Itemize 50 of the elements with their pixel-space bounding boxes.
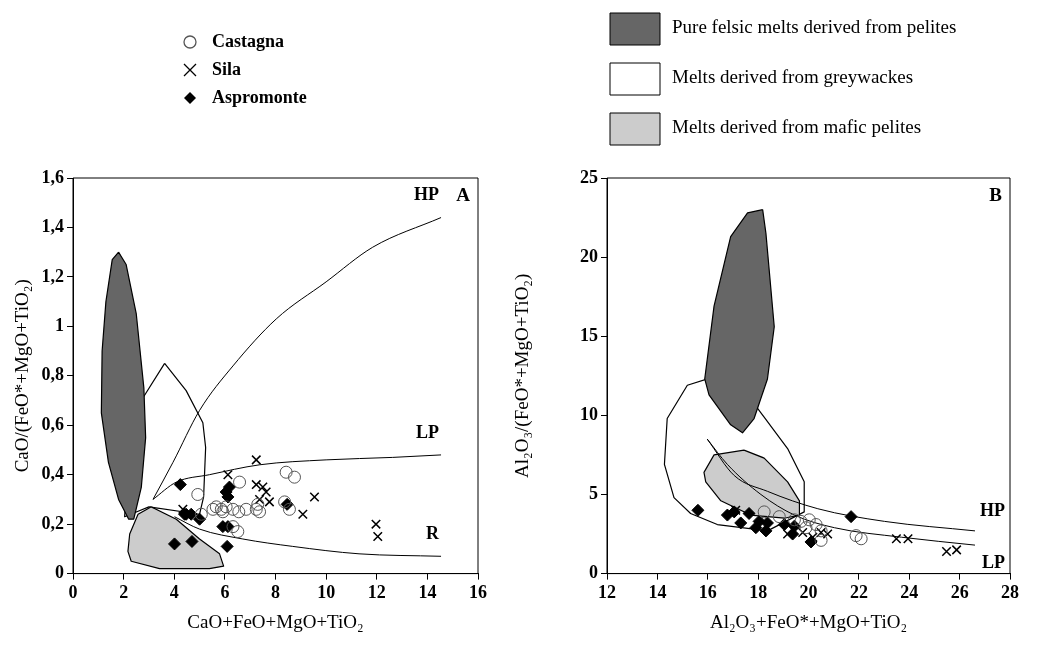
- legend-label: Melts derived from greywackes: [672, 65, 914, 87]
- x-tick-label: 24: [900, 582, 919, 603]
- y-tick-label: 1,4: [41, 216, 64, 237]
- legend-label: Sila: [212, 58, 242, 79]
- series-label: LP: [981, 551, 1005, 572]
- y-tick-label: 0: [589, 562, 598, 583]
- y-tick-label: 25: [580, 166, 598, 187]
- y-axis-title: Al₂O₃/(FeO*+MgO+TiO₂): [511, 273, 534, 478]
- x-tick-label: 14: [418, 582, 437, 603]
- legend-label: Castagna: [212, 30, 285, 51]
- y-axis-title: CaO/(FeO*+MgO+TiO₂): [11, 279, 34, 473]
- y-tick-label: 0,8: [41, 364, 64, 385]
- x-tick-label: 18: [749, 582, 768, 603]
- x-tick-label: 22: [849, 582, 868, 603]
- x-tick-label: 20: [799, 582, 818, 603]
- x-tick-label: 26: [950, 582, 969, 603]
- x-tick-label: 28: [1001, 582, 1019, 603]
- y-tick-label: 0,6: [41, 413, 64, 434]
- x-axis-title: Al₂O₃+FeO*+MgO+TiO₂: [709, 610, 908, 632]
- legend-label: Pure felsic melts derived from pelites: [672, 15, 957, 37]
- y-tick-label: 0: [55, 562, 64, 583]
- y-tick-label: 1,6: [41, 166, 64, 187]
- y-tick-label: 1: [55, 315, 64, 336]
- x-tick-label: 8: [271, 582, 280, 603]
- series-label: LP: [416, 421, 440, 442]
- annotation: B: [989, 183, 1003, 205]
- x-tick-label: 6: [220, 582, 230, 603]
- series-label: R: [426, 522, 441, 543]
- x-tick-label: 12: [367, 582, 386, 603]
- y-tick-label: 10: [580, 404, 598, 425]
- y-tick-label: 15: [580, 324, 598, 345]
- x-tick-label: 16: [469, 582, 487, 603]
- y-tick-label: 5: [589, 483, 598, 504]
- x-tick-label: 16: [698, 582, 717, 603]
- y-tick-label: 0,4: [41, 463, 64, 484]
- x-tick-label: 2: [119, 582, 129, 603]
- y-tick-label: 1,2: [41, 265, 64, 286]
- x-tick-label: 4: [169, 582, 179, 603]
- y-tick-label: 20: [580, 245, 598, 266]
- x-tick-label: 12: [598, 582, 616, 603]
- legend-label: Melts derived from mafic pelites: [672, 115, 922, 137]
- x-tick-label: 14: [648, 582, 667, 603]
- legend-label: Aspromonte: [212, 86, 307, 107]
- annotation: A: [456, 183, 471, 205]
- y-tick-label: 0,2: [41, 512, 64, 533]
- x-tick-label: 0: [68, 582, 78, 603]
- x-axis-title: CaO+FeO+MgO+TiO₂: [187, 610, 364, 632]
- series-label: HP: [414, 184, 440, 205]
- series-label: HP: [979, 499, 1005, 520]
- x-tick-label: 10: [317, 582, 336, 603]
